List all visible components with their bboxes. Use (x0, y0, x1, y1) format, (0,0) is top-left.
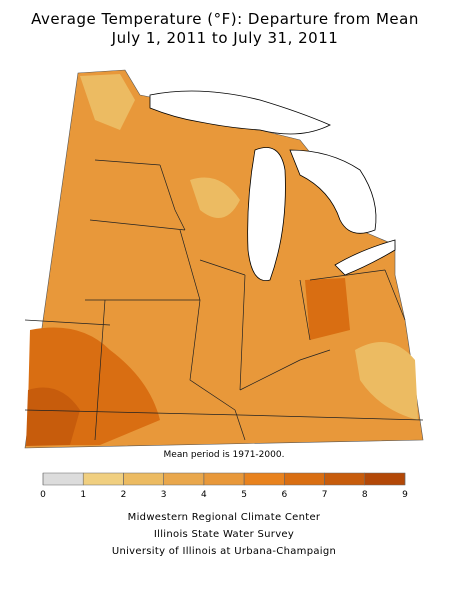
credit: Midwestern Regional Climate Center (128, 512, 321, 523)
credit: Illinois State Water Survey (154, 529, 294, 540)
state-borders (24, 159, 424, 441)
credit: University of Illinois at Urbana-Champai… (112, 546, 336, 557)
lake-erie (334, 239, 396, 276)
legend-tick-label: 9 (402, 490, 408, 500)
legend-tick-label: 2 (121, 490, 127, 500)
legend-tick-label: 4 (201, 490, 207, 500)
subtitle: July 1, 2011 to July 31, 2011 (111, 29, 339, 47)
legend-tick-label: 0 (40, 490, 46, 500)
title: Average Temperature (°F): Departure from… (31, 10, 419, 28)
lake-superior (149, 90, 331, 135)
lake-michigan (247, 147, 286, 282)
legend-swatch (364, 472, 406, 486)
legend-tick-label: 1 (80, 490, 86, 500)
legend-swatch (42, 472, 84, 486)
legend-swatch (243, 472, 285, 486)
legend-tick-label: 5 (241, 490, 247, 500)
warm-patch (27, 278, 350, 445)
map (24, 69, 424, 449)
legend-tick-label: 6 (281, 490, 287, 500)
legend-tick-label: 3 (161, 490, 167, 500)
legend-swatch (82, 472, 124, 486)
hot-patch (26, 387, 80, 446)
legend-tick-label: 7 (322, 490, 328, 500)
legend: 0 1 2 3 4 5 6 7 8 9 (40, 472, 408, 500)
note: Mean period is 1971-2000. (164, 450, 285, 460)
legend-tick-label: 8 (362, 490, 368, 500)
legend-swatch (324, 472, 366, 486)
legend-swatch (123, 472, 164, 486)
legend-swatch (163, 472, 205, 486)
legend-swatch (203, 472, 245, 486)
lake-huron (289, 149, 377, 234)
cool-patch (80, 74, 418, 420)
legend-swatch (284, 472, 325, 486)
